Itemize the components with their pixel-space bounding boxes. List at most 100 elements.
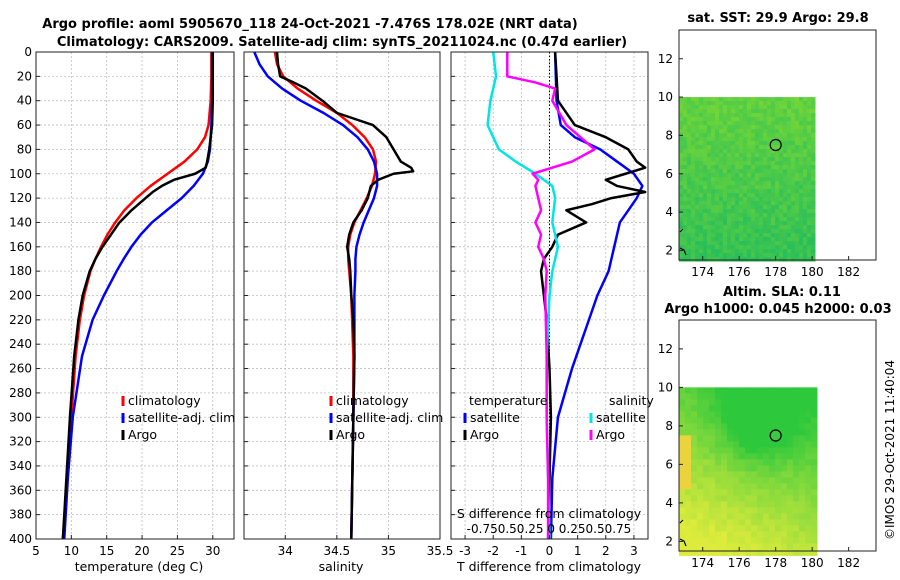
heatmap-cell: [723, 165, 728, 170]
heatmap-cell: [795, 249, 800, 254]
heatmap-cell: [811, 141, 816, 146]
heatmap-cell: [743, 213, 748, 218]
heatmap-cell: [719, 185, 724, 190]
heatmap-cell: [697, 519, 704, 526]
heatmap-cell: [759, 221, 764, 226]
heatmap-cell: [751, 405, 758, 412]
heatmap-cell: [775, 531, 782, 538]
heatmap-cell: [703, 129, 708, 134]
heatmap-cell: [807, 101, 812, 106]
heatmap-cell: [691, 225, 696, 230]
heatmap-cell: [779, 241, 784, 246]
heatmap-cell: [783, 189, 788, 194]
heatmap-cell: [769, 423, 776, 430]
heatmap-cell: [759, 129, 764, 134]
heatmap-cell: [791, 193, 796, 198]
heatmap-cell: [691, 435, 698, 442]
heatmap-cell: [743, 197, 748, 202]
heatmap-cell: [763, 121, 768, 126]
heatmap-cell: [703, 237, 708, 242]
heatmap-cell: [695, 205, 700, 210]
heatmap-cell: [763, 435, 770, 442]
heatmap-cell: [793, 447, 800, 454]
heatmap-cell: [715, 441, 722, 448]
heatmap-cell: [743, 241, 748, 246]
heatmap-cell: [723, 161, 728, 166]
heatmap-cell: [691, 201, 696, 206]
heatmap-cell: [683, 113, 688, 118]
heatmap-cell: [807, 213, 812, 218]
heatmap-cell: [727, 213, 732, 218]
heatmap-cell: [683, 165, 688, 170]
heatmap-cell: [719, 173, 724, 178]
heatmap-cell: [711, 153, 716, 158]
heatmap-cell: [703, 181, 708, 186]
heatmap-cell: [779, 121, 784, 126]
heatmap-cell: [715, 233, 720, 238]
heatmap-cell: [793, 411, 800, 418]
heatmap-cell: [759, 201, 764, 206]
heatmap-cell: [755, 169, 760, 174]
heatmap-cell: [759, 181, 764, 186]
heatmap-cell: [793, 495, 800, 502]
heatmap-cell: [687, 209, 692, 214]
heatmap-cell: [767, 241, 772, 246]
heatmap-cell: [699, 225, 704, 230]
heatmap-cell: [743, 113, 748, 118]
heatmap-cell: [715, 387, 722, 394]
heatmap-cell: [715, 121, 720, 126]
heatmap-cell: [739, 513, 746, 520]
heatmap-cell: [807, 189, 812, 194]
heatmap-cell: [755, 221, 760, 226]
heatmap-cell: [715, 145, 720, 150]
heatmap-cell: [799, 169, 804, 174]
heatmap-cell: [781, 405, 788, 412]
heatmap-cell: [691, 161, 696, 166]
heatmap-cell: [807, 201, 812, 206]
heatmap-cell: [711, 217, 716, 222]
heatmap-cell: [735, 133, 740, 138]
heatmap-cell: [703, 405, 710, 412]
y-tick-label: 200: [9, 289, 32, 303]
heatmap-cell: [747, 121, 752, 126]
heatmap-cell: [751, 501, 758, 508]
heatmap-cell: [739, 113, 744, 118]
heatmap-cell: [795, 177, 800, 182]
heatmap-cell: [795, 165, 800, 170]
heatmap-cell: [755, 129, 760, 134]
heatmap-cell: [687, 181, 692, 186]
heatmap-cell: [775, 217, 780, 222]
heatmap-cell: [735, 209, 740, 214]
heatmap-cell: [755, 233, 760, 238]
heatmap-cell: [757, 393, 764, 400]
heatmap-cell: [721, 441, 728, 448]
heatmap-cell: [683, 169, 688, 174]
heatmap-cell: [755, 113, 760, 118]
heatmap-cell: [687, 237, 692, 242]
heatmap-cell: [687, 229, 692, 234]
heatmap-cell: [739, 181, 744, 186]
heatmap-cell: [723, 201, 728, 206]
heatmap-cell: [803, 225, 808, 230]
heatmap-cell: [747, 165, 752, 170]
heatmap-cell: [755, 157, 760, 162]
heatmap-cell: [691, 253, 696, 258]
heatmap-cell: [811, 189, 816, 194]
heatmap-cell: [757, 513, 764, 520]
heatmap-cell: [721, 417, 728, 424]
heatmap-cell: [699, 253, 704, 258]
heatmap-cell: [715, 257, 720, 262]
heatmap-cell: [711, 205, 716, 210]
heatmap-cell: [747, 161, 752, 166]
heatmap-cell: [679, 145, 684, 150]
heatmap-cell: [727, 399, 734, 406]
heatmap-cell: [687, 193, 692, 198]
heatmap-cell: [805, 399, 812, 406]
heatmap-cell: [751, 197, 756, 202]
heatmap-cell: [793, 435, 800, 442]
heatmap-cell: [711, 165, 716, 170]
heatmap-cell: [811, 459, 818, 466]
heatmap-cell: [745, 507, 752, 514]
y-tick-label: 6: [665, 457, 673, 471]
heatmap-cell: [691, 205, 696, 210]
